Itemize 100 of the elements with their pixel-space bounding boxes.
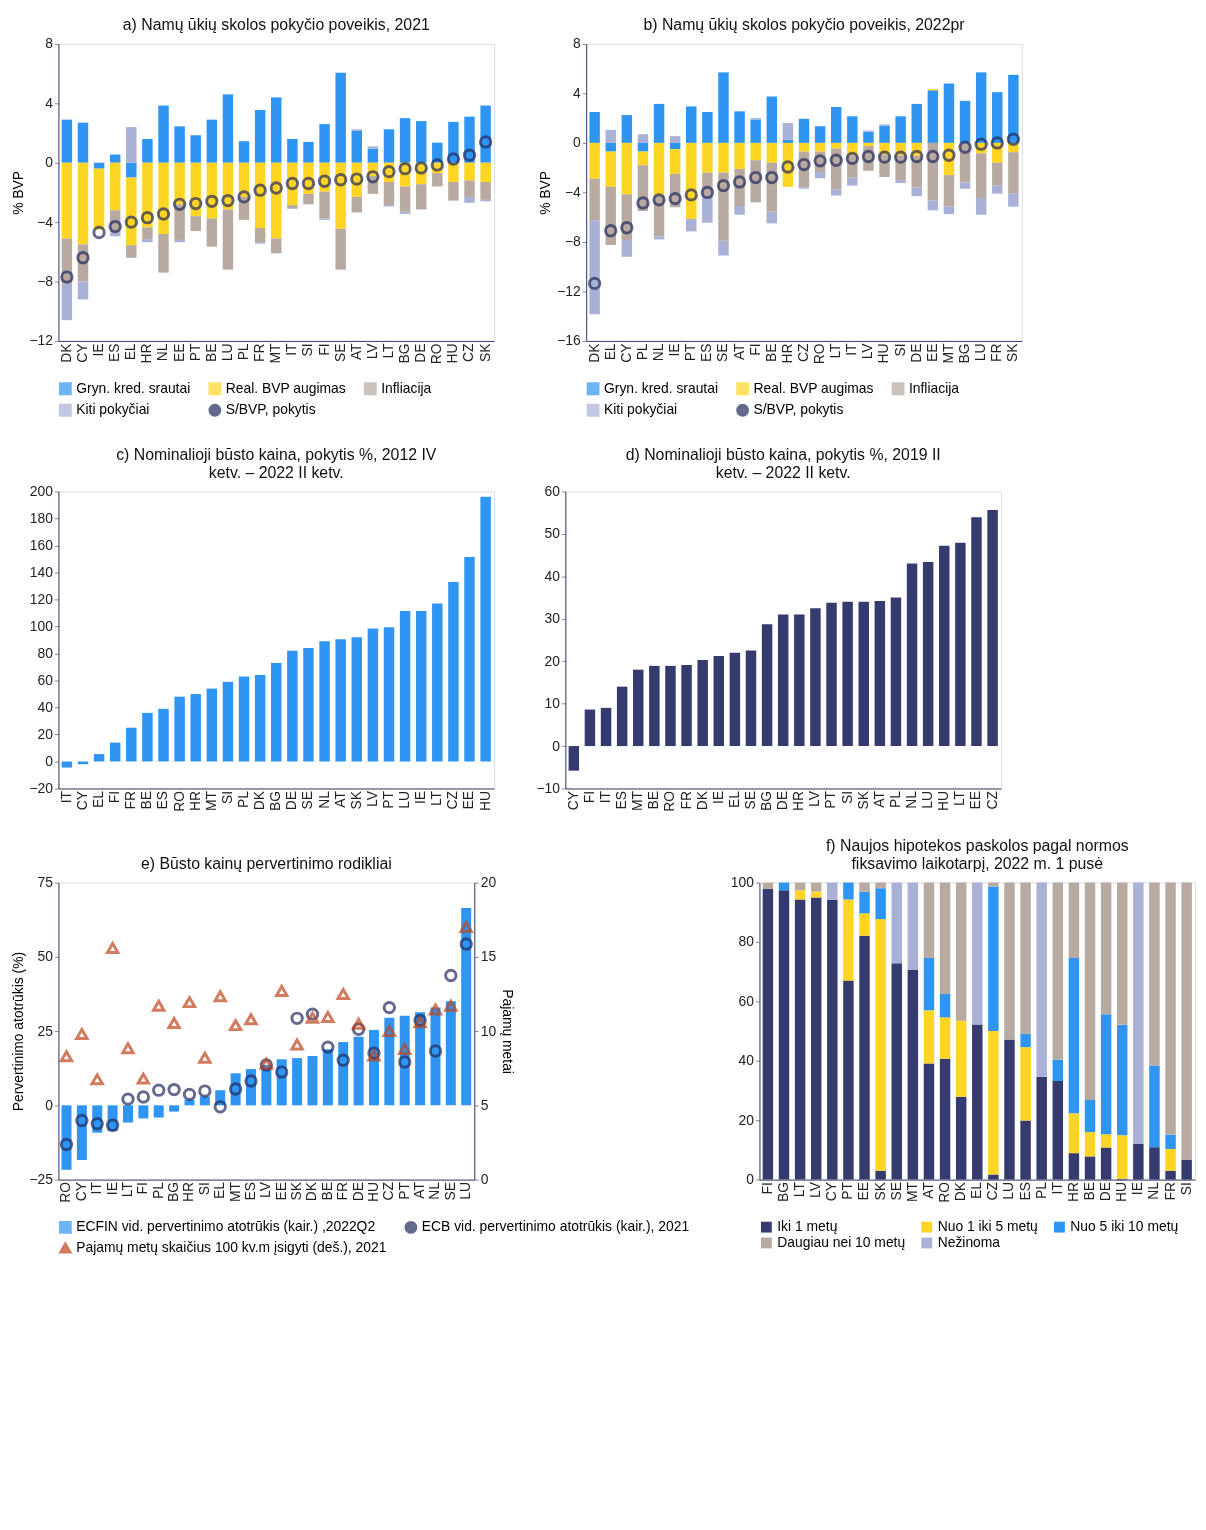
x-tick-label: FR — [334, 1182, 351, 1201]
x-tick-label: NL — [426, 1181, 443, 1200]
x-tick-label: IT — [597, 790, 613, 804]
y-tick-label: 0 — [746, 1171, 755, 1188]
y2-tick-label: 5 — [480, 1096, 489, 1113]
legend-label: Real. BVP augimas — [225, 379, 346, 396]
y-tick-label: 20 — [37, 725, 54, 742]
x-tick-label: SK — [347, 790, 364, 810]
y-tick-label: 40 — [37, 698, 54, 715]
x-tick-label: LT — [118, 1181, 135, 1198]
y-tick-label: −12 — [557, 282, 582, 299]
x-tick-label: EE — [855, 1182, 872, 1201]
x-tick-label: MT — [202, 790, 219, 811]
x-tick-label: BG — [267, 790, 284, 811]
x-tick-label: FR — [251, 343, 268, 362]
y-tick-label: −25 — [29, 1171, 54, 1188]
legend-label: Infliacija — [908, 379, 960, 396]
x-tick-label: LT — [428, 790, 445, 807]
x-tick-label: EE — [170, 343, 187, 362]
x-tick-label: HR — [790, 790, 807, 811]
x-tick-label: RO — [170, 790, 187, 812]
x-tick-label: CZ — [984, 1181, 1001, 1201]
y-tick-label: 8 — [573, 35, 581, 52]
x-tick-label: HU — [444, 343, 461, 364]
x-tick-label: SE — [741, 790, 758, 810]
x-tick-label: LV — [859, 342, 876, 360]
x-tick-label: LT — [951, 790, 968, 807]
chart-title: e) Būsto kainų pervertinimo rodikliai — [140, 854, 392, 872]
y-tick-label: 10 — [544, 695, 561, 712]
x-tick-label: HU — [1113, 1182, 1130, 1203]
y-tick-label: 50 — [544, 525, 561, 542]
x-tick-label: SI — [838, 790, 855, 805]
x-tick-label: MT — [939, 342, 956, 364]
x-tick-label: HR — [180, 1182, 197, 1203]
x-tick-label: SK — [871, 1181, 888, 1201]
x-tick-label: DK — [693, 790, 710, 811]
y-tick-label: 20 — [544, 652, 561, 669]
x-tick-label: LU — [919, 790, 936, 809]
x-tick-label: IT — [57, 790, 74, 804]
chart-title: b) Namų ūkių skolos pokyčio poveikis, 2022pr — [643, 16, 966, 34]
x-tick-label: NL — [650, 343, 667, 362]
y-tick-label: 120 — [29, 590, 54, 607]
y2-axis-title: Pajamų metai — [500, 989, 517, 1074]
x-tick-label: PL — [886, 790, 903, 808]
x-tick-label: EL — [968, 1181, 985, 1200]
x-tick-label: HU — [935, 790, 952, 811]
x-tick-label: LU — [396, 790, 413, 809]
y-tick-label: 0 — [552, 737, 561, 754]
x-tick-label: DK — [303, 1181, 320, 1202]
x-tick-label: DE — [412, 343, 429, 363]
x-tick-label: BE — [138, 790, 155, 810]
legend-label: Kiti pokyčiai — [603, 401, 678, 418]
x-tick-label: FI — [580, 790, 597, 804]
x-tick-label: EE — [967, 790, 984, 810]
x-tick-label: LV — [363, 342, 380, 360]
legend-label: Gryn. kred. srautai — [76, 379, 191, 396]
x-tick-label: EE — [460, 790, 477, 810]
x-tick-label: SI — [299, 343, 316, 357]
x-tick-label: DK — [57, 342, 74, 363]
y2-tick-label: 20 — [480, 874, 497, 891]
x-tick-label: HR — [778, 343, 795, 364]
x-tick-label: PT — [839, 1181, 856, 1200]
x-tick-label: LV — [806, 790, 823, 807]
x-tick-label: BG — [396, 343, 413, 364]
x-tick-label: IE — [1129, 1182, 1146, 1196]
y-axis-title: % BVP — [537, 170, 554, 215]
legend-label: Infliacija — [381, 379, 432, 396]
x-tick-label: LV — [807, 1181, 824, 1199]
x-tick-label: SI — [1177, 1182, 1194, 1196]
x-tick-label: AT — [347, 342, 364, 361]
y-tick-label: 25 — [37, 1022, 54, 1039]
x-tick-label: HR — [138, 343, 155, 364]
y-tick-label: 100 — [730, 874, 755, 891]
x-tick-label: CY — [617, 343, 634, 363]
y-tick-label: 60 — [37, 671, 54, 688]
x-tick-label: AT — [870, 790, 887, 808]
y-tick-label: −20 — [29, 779, 54, 796]
x-tick-label: SE — [887, 1182, 904, 1201]
y-tick-label: 100 — [29, 617, 54, 634]
x-tick-label: NL — [315, 790, 332, 809]
x-tick-label: PL — [633, 343, 650, 361]
x-tick-label: FI — [106, 790, 123, 804]
x-tick-label: NL — [1145, 1181, 1162, 1200]
x-tick-label: SK — [854, 790, 871, 810]
y-tick-label: 80 — [37, 644, 54, 661]
x-tick-label: FI — [315, 343, 332, 356]
x-tick-label: NL — [903, 790, 920, 809]
legend-label: ECB vid. pervertinimo atotrūkis (kair.), 2021 — [421, 1218, 690, 1235]
y-tick-label: 8 — [45, 35, 54, 52]
x-tick-label: IE — [412, 790, 429, 805]
legend-label: Kiti pokyčiai — [76, 401, 150, 418]
x-tick-label: EL — [90, 790, 107, 808]
x-tick-label: CY — [73, 790, 90, 811]
x-tick-label: DK — [952, 1181, 969, 1202]
legend-label: Daugiau nei 10 metų — [777, 1233, 906, 1250]
x-tick-label: MT — [226, 1181, 243, 1203]
x-tick-label: BE — [645, 790, 662, 810]
x-tick-label: EE — [272, 1182, 289, 1201]
x-tick-label: LV — [363, 790, 380, 807]
y-tick-label: 4 — [573, 84, 581, 101]
